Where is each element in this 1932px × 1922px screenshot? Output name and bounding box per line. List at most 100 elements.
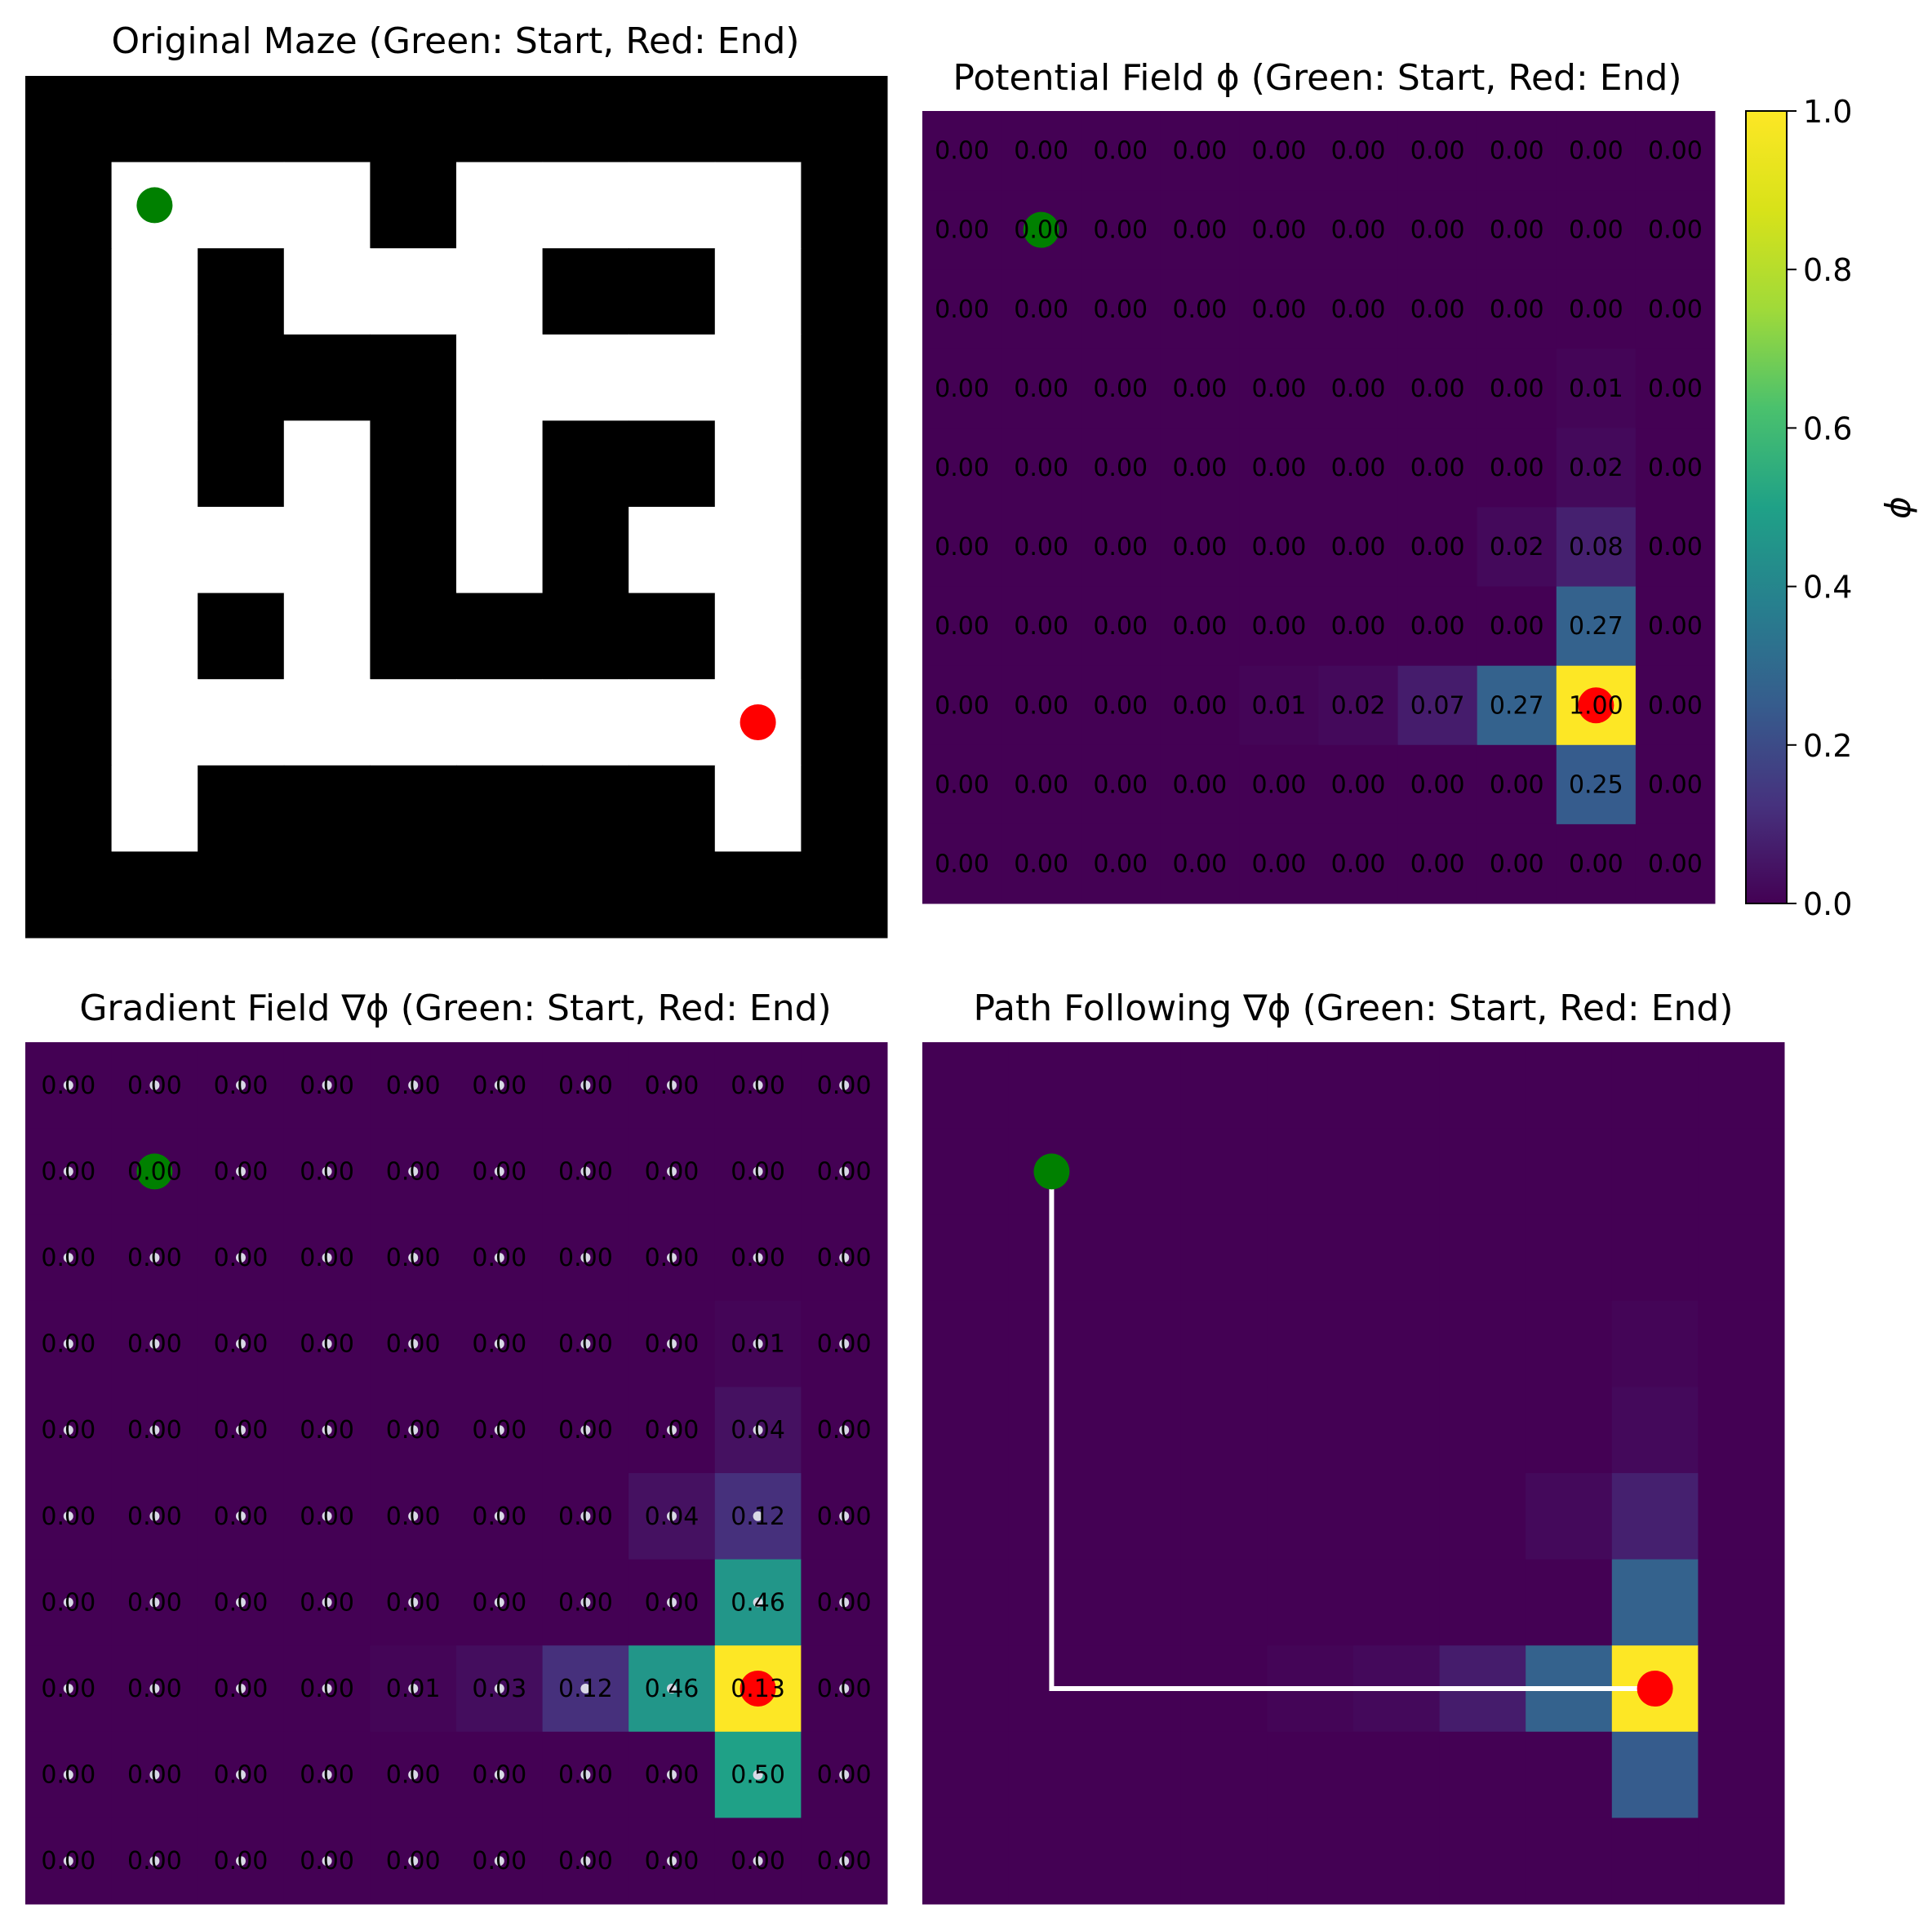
path-cell: [1611, 1473, 1699, 1560]
potential-cell: [1556, 111, 1637, 191]
gradient-cell-label: 0.00: [127, 1157, 182, 1186]
maze-open-cell: [283, 162, 371, 249]
path-cell: [1353, 1387, 1441, 1474]
gradient-cell-label: 0.12: [731, 1503, 785, 1531]
gradient-cell-label: 0.00: [558, 1761, 613, 1790]
potential-cell-label: 0.00: [1172, 454, 1227, 482]
gradient-vector-dot: [494, 1684, 504, 1693]
maze-open-cell: [628, 334, 716, 421]
potential-cell-label: 0.00: [1093, 770, 1148, 799]
potential-cell: [1002, 348, 1081, 428]
potential-cell: [1160, 744, 1240, 825]
potential-cell-label: 0.00: [1410, 770, 1465, 799]
maze-open-cell: [456, 334, 544, 421]
potential-cell-label: 0.00: [1014, 612, 1068, 641]
gradient-vector-dot: [667, 1338, 677, 1349]
gradient-vector-dot: [408, 1338, 419, 1349]
potential-cell: [922, 665, 1002, 746]
potential-cell-label: 0.00: [1569, 137, 1623, 166]
potential-cell: [1002, 428, 1081, 508]
gradient-vector-dot: [63, 1511, 73, 1521]
path-cell: [1267, 1473, 1354, 1560]
gradient-cell-label: 0.00: [386, 1330, 441, 1359]
path-cell: [1267, 1387, 1354, 1474]
path-cell: [1008, 1731, 1095, 1818]
potential-cell-label: 0.00: [1252, 850, 1307, 878]
maze-wall-cell: [456, 851, 544, 939]
potential-cell: [1318, 586, 1399, 667]
potential-cell-label: 0.00: [1648, 612, 1703, 641]
path-cell: [1526, 1042, 1613, 1130]
maze-wall-cell: [628, 248, 716, 335]
potential-cell: [1160, 269, 1240, 349]
potential-cell-label: 0.00: [1014, 770, 1068, 799]
maze-end-marker: [739, 704, 776, 740]
path-cell: [1095, 1559, 1182, 1646]
potential-panel: 0.00 0.00 0.00 0.00 0.00 0.00 0.00 0.00 0.00 0.00…: [922, 111, 1716, 904]
potential-cell-label: 0.08: [1569, 533, 1623, 562]
path-cell: [922, 1559, 1010, 1646]
maze-wall-cell: [801, 76, 888, 163]
potential-cell: [1239, 665, 1319, 746]
gradient-cell-label: 0.00: [41, 1244, 95, 1272]
potential-cell-label: 0.00: [1331, 137, 1386, 166]
potential-cell: [1477, 507, 1557, 588]
path-cell: [1698, 1128, 1785, 1215]
potential-cell: [1477, 823, 1557, 904]
gradient-cell-label: 0.03: [472, 1675, 526, 1703]
path-cell: [1180, 1473, 1268, 1560]
maze-wall-cell: [370, 765, 457, 852]
potential-cell-label: 0.00: [1172, 375, 1227, 403]
maze-wall-cell: [198, 593, 285, 680]
path-cell: [1180, 1042, 1268, 1130]
gradient-vector-dot: [322, 1080, 332, 1090]
potential-cell-label: 0.00: [935, 375, 989, 403]
colorbar-tick-label: 0.0: [1803, 886, 1852, 922]
gradient-vector-dot: [580, 1425, 591, 1436]
gradient-vector-dot: [667, 1080, 677, 1090]
potential-cell-label: 0.00: [1410, 375, 1465, 403]
gradient-vector-dot: [753, 1597, 763, 1608]
maze-wall-cell: [198, 334, 285, 421]
colorbar-gradient: [1745, 110, 1788, 904]
potential-cell-label: 0.00: [1331, 533, 1386, 562]
maze-open-cell: [111, 765, 198, 852]
maze-wall-cell: [370, 851, 457, 939]
gradient-cell-label: 0.00: [127, 1503, 182, 1531]
colorbar-label: ϕ: [1878, 496, 1918, 519]
path-cell: [1526, 1559, 1613, 1646]
potential-cell-label: 0.00: [1252, 533, 1307, 562]
gradient-cell-label: 0.00: [127, 1847, 182, 1875]
gradient-vector-dot: [753, 1769, 763, 1780]
potential-cell-label: 0.00: [1490, 612, 1544, 641]
potential-cell: [1002, 665, 1081, 746]
maze-wall-cell: [714, 851, 802, 939]
potential-cell-label: 0.00: [1252, 295, 1307, 324]
maze-open-cell: [714, 248, 802, 335]
path-cell: [1095, 1300, 1182, 1387]
potential-cell-label: 0.00: [935, 216, 989, 245]
potential-cell-label: 0.00: [1490, 375, 1544, 403]
maze-wall-cell: [25, 765, 113, 852]
potential-cell-label: 0.00: [1569, 295, 1623, 324]
path-cell: [922, 1731, 1010, 1818]
maze-open-cell: [628, 162, 716, 249]
gradient-vector-dot: [494, 1338, 504, 1349]
potential-cell-label: 0.00: [1410, 216, 1465, 245]
potential-cell-label: 0.25: [1569, 770, 1623, 799]
path-cell: [1180, 1300, 1268, 1387]
gradient-vector-dot: [753, 1253, 763, 1263]
maze-wall-cell: [198, 851, 285, 939]
maze-open-cell: [111, 248, 198, 335]
gradient-vector-dot: [839, 1080, 850, 1090]
gradient-vector-dot: [667, 1597, 677, 1608]
potential-cell: [1318, 428, 1399, 508]
maze-wall-cell: [198, 248, 285, 335]
gradient-vector-dot: [494, 1856, 504, 1867]
potential-cell-label: 0.00: [1252, 612, 1307, 641]
potential-cell-label: 0.00: [1410, 295, 1465, 324]
path-cell: [1526, 1300, 1613, 1387]
maze-wall-cell: [198, 765, 285, 852]
gradient-vector-dot: [494, 1769, 504, 1780]
maze-open-cell: [628, 507, 716, 594]
